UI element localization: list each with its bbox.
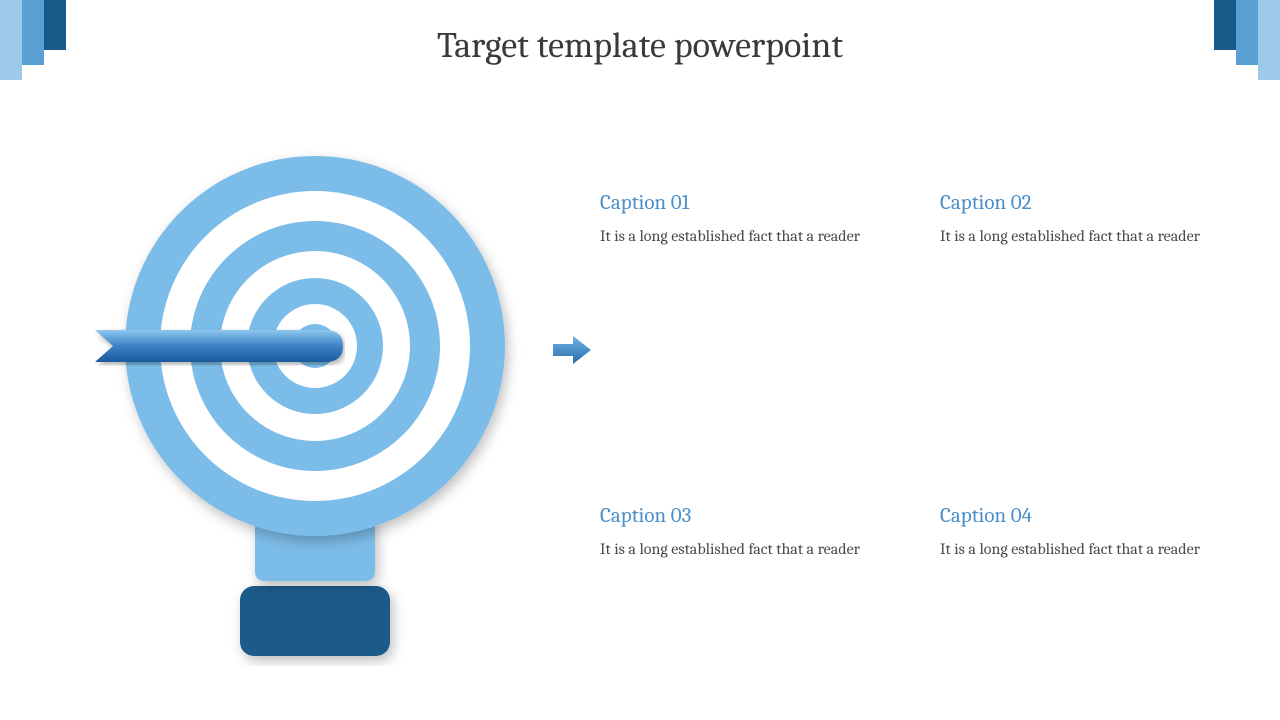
corner-bar [1236, 0, 1258, 65]
caption-block-3: Caption 03 It is a long established fact… [600, 504, 880, 687]
corner-bar [22, 0, 44, 65]
caption-title: Caption 01 [600, 191, 880, 215]
caption-block-4: Caption 04 It is a long established fact… [940, 504, 1220, 687]
slide-title: Target template powerpoint [0, 0, 1280, 66]
caption-body: It is a long established fact that a rea… [600, 225, 880, 247]
corner-bar [1214, 0, 1236, 50]
captions-grid: Caption 01 It is a long established fact… [600, 126, 1280, 686]
caption-block-2: Caption 02 It is a long established fact… [940, 191, 1220, 374]
corner-bar [0, 0, 22, 80]
caption-title: Caption 03 [600, 504, 880, 528]
caption-title: Caption 02 [940, 191, 1220, 215]
bulb-svg [100, 136, 530, 666]
caption-body: It is a long established fact that a rea… [940, 225, 1220, 247]
corner-bar [44, 0, 66, 50]
caption-body: It is a long established fact that a rea… [600, 538, 880, 560]
corner-decoration-right [1214, 0, 1280, 80]
caption-title: Caption 04 [940, 504, 1220, 528]
content-area: Caption 01 It is a long established fact… [0, 66, 1280, 686]
target-bulb-graphic [0, 126, 600, 686]
caption-body: It is a long established fact that a rea… [940, 538, 1220, 560]
corner-decoration-left [0, 0, 66, 80]
arrow-ribbon-icon [95, 328, 345, 368]
arrow-right-icon [553, 336, 593, 364]
caption-block-1: Caption 01 It is a long established fact… [600, 191, 880, 374]
corner-bar [1258, 0, 1280, 80]
